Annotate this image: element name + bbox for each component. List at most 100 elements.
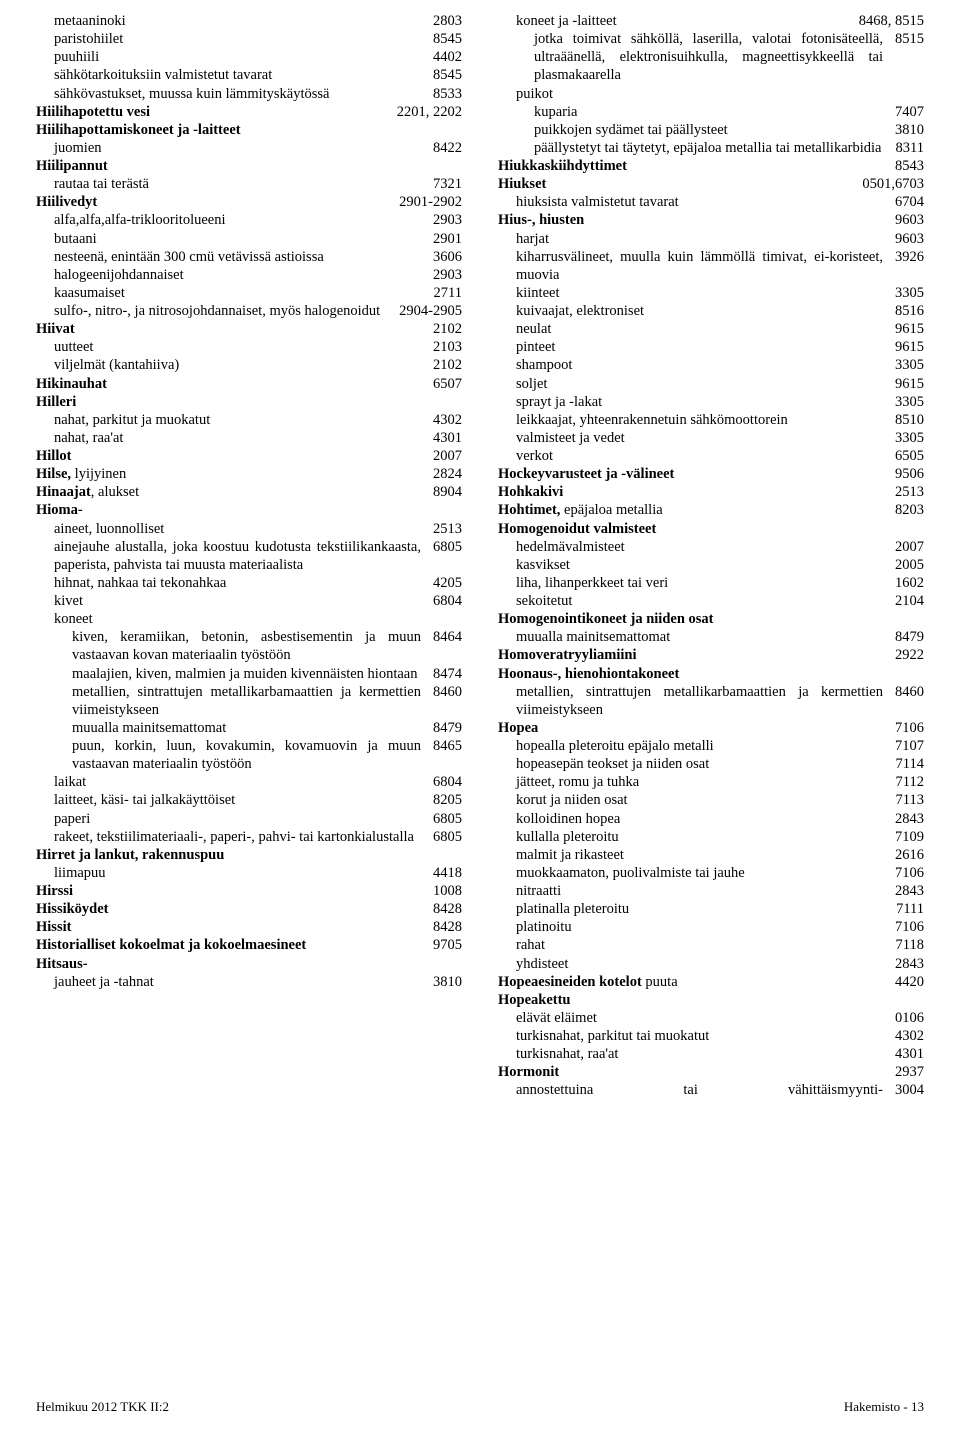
index-label: Hohtimet, epäjaloa metallia <box>498 501 889 519</box>
index-code: 7109 <box>889 828 924 846</box>
index-label: puun, korkin, luun, kovakumin, kovamuovi… <box>36 737 427 773</box>
index-code: 6804 <box>427 773 462 791</box>
index-label: platinalla pleteroitu <box>498 900 890 918</box>
index-label: jauheet ja -tahnat <box>36 973 427 991</box>
index-term-bold: Hinaajat <box>36 484 91 500</box>
index-label: Hiukkaskiihdyttimet <box>498 157 889 175</box>
index-label: laikat <box>36 773 427 791</box>
index-code: 9615 <box>889 338 924 356</box>
index-code: 2824 <box>427 465 462 483</box>
index-code: 8516 <box>889 302 924 320</box>
index-label: liha, lihanperkkeet tai veri <box>498 574 889 592</box>
index-code: 9506 <box>889 465 924 483</box>
index-label: Hitsaus- <box>36 955 456 973</box>
index-label: kivet <box>36 592 427 610</box>
index-code: 6805 <box>427 810 462 828</box>
index-code: 8545 <box>427 30 462 48</box>
index-row: koneet <box>36 610 462 628</box>
index-row: rakeet, tekstiilimateriaali-, paperi-, p… <box>36 828 462 846</box>
index-row: muualla mainitsemattomat8479 <box>36 719 462 737</box>
index-term-rest: , alukset <box>91 484 139 500</box>
index-label: hopeasepän teokset ja niiden osat <box>498 755 890 773</box>
index-row: yhdisteet2843 <box>498 955 924 973</box>
index-label: kuparia <box>498 103 889 121</box>
index-label: Hilleri <box>36 393 456 411</box>
index-label: jotka toimivat sähköllä, laserilla, valo… <box>498 30 889 84</box>
index-code: 4418 <box>427 864 462 882</box>
index-row: Hohtimet, epäjaloa metallia8203 <box>498 501 924 519</box>
index-code: 8428 <box>427 918 462 936</box>
index-label: malmit ja rikasteet <box>498 846 889 864</box>
index-code: 4420 <box>889 973 924 991</box>
index-code: 8479 <box>427 719 462 737</box>
index-code: 8465 <box>427 737 462 755</box>
index-code: 4301 <box>889 1045 924 1063</box>
index-row: muualla mainitsemattomat8479 <box>498 628 924 646</box>
index-row: Homogenoidut valmisteet <box>498 520 924 538</box>
index-label: nitraatti <box>498 882 889 900</box>
index-label: harjat <box>498 230 889 248</box>
index-code: 7111 <box>890 900 924 918</box>
index-row: Hohkakivi2513 <box>498 483 924 501</box>
index-row: kullalla pleteroitu7109 <box>498 828 924 846</box>
page-footer: Helmikuu 2012 TKK II:2 Hakemisto - 13 <box>36 1399 924 1415</box>
index-code: 3305 <box>889 429 924 447</box>
index-row: paperi6805 <box>36 810 462 828</box>
index-row: ainejauhe alustalla, joka koostuu kudotu… <box>36 538 462 574</box>
index-label: Hiilihapottamiskoneet ja -laitteet <box>36 121 456 139</box>
index-row: nahat, raa'at4301 <box>36 429 462 447</box>
index-row: Hiilivedyt2901-2902 <box>36 193 462 211</box>
index-term-bold: Hilse, <box>36 466 71 482</box>
index-label: Hopea <box>498 719 889 737</box>
index-row: Historialliset kokoelmat ja kokoelmaesin… <box>36 936 462 954</box>
index-row: harjat9603 <box>498 230 924 248</box>
index-label: leikkaajat, yhteenrakennetuin sähkömoott… <box>498 411 889 429</box>
index-row: puuhiili4402 <box>36 48 462 66</box>
index-label: shampoot <box>498 356 889 374</box>
index-row: Hiilihapottamiskoneet ja -laitteet <box>36 121 462 139</box>
index-row: sulfo-, nitro-, ja nitrosojohdannaiset, … <box>36 302 462 320</box>
index-label: liimapuu <box>36 864 427 882</box>
index-code: 8205 <box>427 791 462 809</box>
index-code: 2007 <box>427 447 462 465</box>
index-code: 6805 <box>427 538 462 556</box>
index-row: Hirret ja lankut, rakennuspuu <box>36 846 462 864</box>
index-row: kolloidinen hopea2843 <box>498 810 924 828</box>
index-row: kuparia7407 <box>498 103 924 121</box>
index-label: Hormonit <box>498 1063 889 1081</box>
index-row: jotka toimivat sähköllä, laserilla, valo… <box>498 30 924 84</box>
index-row: Hissiköydet8428 <box>36 900 462 918</box>
index-code: 2005 <box>889 556 924 574</box>
index-label: Hikinauhat <box>36 375 427 393</box>
index-label: Hilse, lyijyinen <box>36 465 427 483</box>
index-row: malmit ja rikasteet2616 <box>498 846 924 864</box>
footer-left: Helmikuu 2012 TKK II:2 <box>36 1399 169 1415</box>
index-code: 9603 <box>889 230 924 248</box>
index-code: 6507 <box>427 375 462 393</box>
index-code: 8904 <box>427 483 462 501</box>
index-row: Homoveratryyliamiini2922 <box>498 646 924 664</box>
index-label: alfa,alfa,alfa-triklooritolueeni <box>36 211 427 229</box>
index-label: kullalla pleteroitu <box>498 828 889 846</box>
index-label: Homogenointikoneet ja niiden osat <box>498 610 918 628</box>
index-label: Historialliset kokoelmat ja kokoelmaesin… <box>36 936 427 954</box>
index-label: Hockeyvarusteet ja -välineet <box>498 465 889 483</box>
index-code: 2102 <box>427 320 462 338</box>
index-code: 6505 <box>889 447 924 465</box>
index-row: kiinteet3305 <box>498 284 924 302</box>
index-row: kaasumaiset2711 <box>36 284 462 302</box>
index-label: elävät eläimet <box>498 1009 889 1027</box>
index-row: sekoitetut2104 <box>498 592 924 610</box>
index-columns: metaaninoki2803paristohiilet8545puuhiili… <box>36 12 924 1100</box>
index-code: 9603 <box>889 211 924 229</box>
index-label: Hohkakivi <box>498 483 889 501</box>
index-code: 9615 <box>889 320 924 338</box>
index-row: kiharrusvälineet, muulla kuin lämmöllä t… <box>498 248 924 284</box>
index-row: Hioma- <box>36 501 462 519</box>
index-code: 3305 <box>889 356 924 374</box>
index-label: koneet ja -laitteet <box>498 12 853 30</box>
index-code: 3305 <box>889 393 924 411</box>
index-code: 2901-2902 <box>393 193 462 211</box>
index-code: 8510 <box>889 411 924 429</box>
index-code: 2903 <box>427 266 462 284</box>
